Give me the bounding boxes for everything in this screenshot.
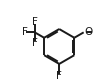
Text: F: F	[22, 27, 28, 37]
Text: F: F	[32, 38, 38, 48]
Text: F: F	[56, 71, 62, 81]
Text: O: O	[84, 27, 92, 37]
Text: F: F	[32, 17, 38, 27]
